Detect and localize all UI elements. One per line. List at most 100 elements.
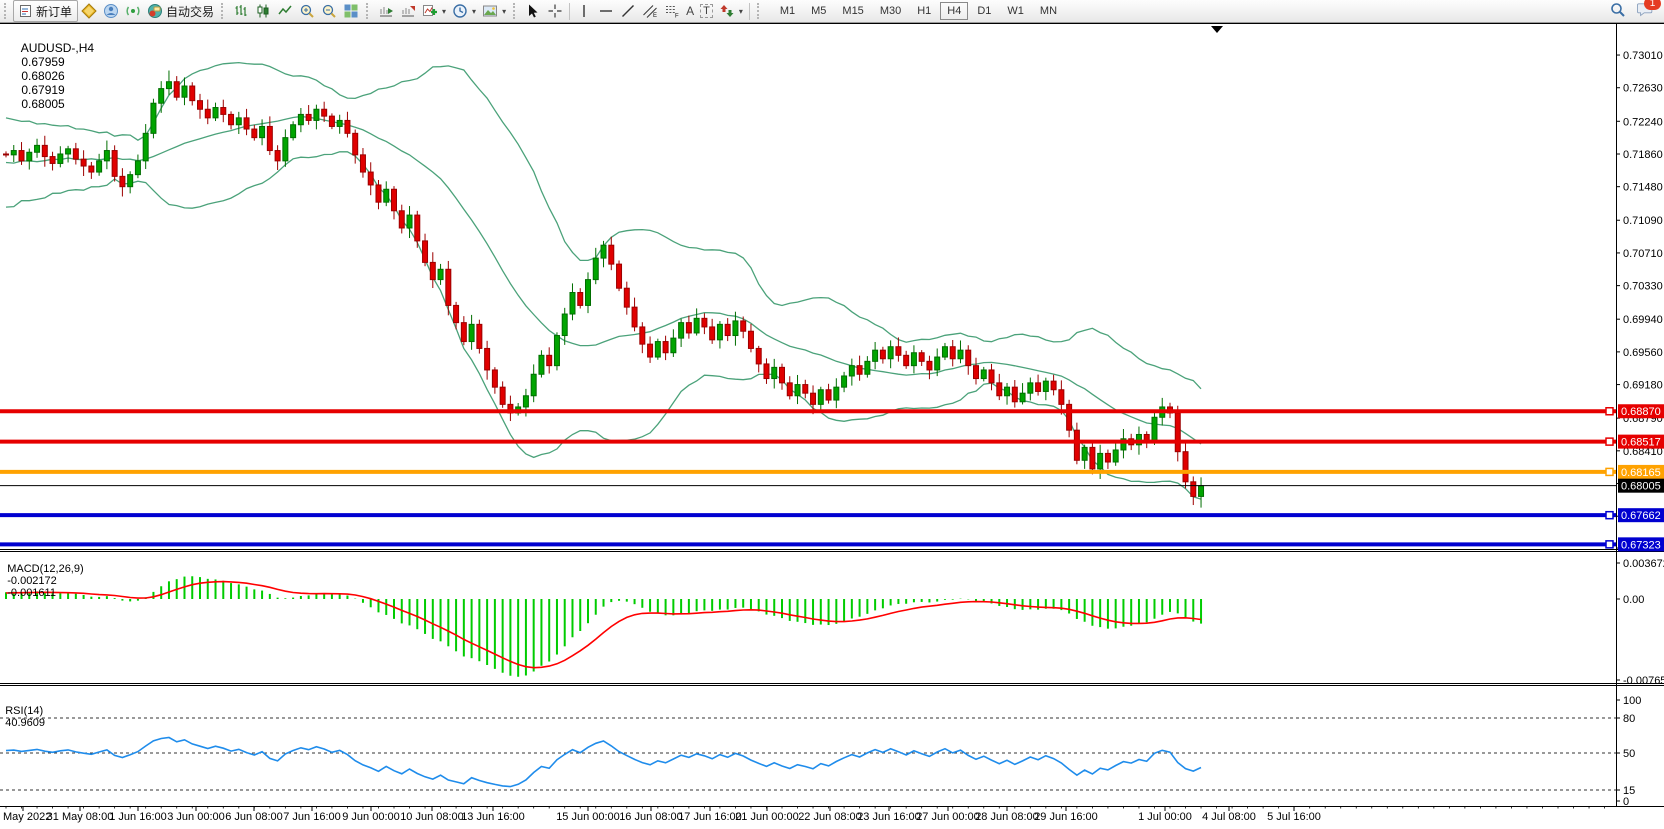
time-axis-label: 4 Jul 08:00 xyxy=(1202,811,1256,823)
toolbar-grip xyxy=(4,3,10,19)
text-label-tool-button[interactable]: T xyxy=(697,1,716,21)
new-order-button[interactable]: 新订单 xyxy=(13,0,79,22)
cursor-tool-button[interactable] xyxy=(522,1,544,21)
text-tool-button[interactable]: A xyxy=(683,1,697,21)
timeframe-button-D1[interactable]: D1 xyxy=(977,5,992,17)
notifications-button[interactable]: 1 xyxy=(1636,0,1661,21)
horizontal-line-tool-button[interactable] xyxy=(595,1,617,21)
timeframe-button-MN[interactable]: MN xyxy=(1039,5,1058,17)
chart-header: AUDUSD-,H4 0.67959 0.68026 0.67919 0.680… xyxy=(8,27,99,125)
time-axis-label: 7 Jun 16:00 xyxy=(283,811,341,823)
auto-scroll-button[interactable] xyxy=(375,1,397,21)
scroll-to-end-marker[interactable] xyxy=(1211,26,1223,33)
zoom-out-button[interactable] xyxy=(318,1,340,21)
arrows-tool-button[interactable]: ▾ xyxy=(716,1,746,21)
market-button[interactable] xyxy=(78,1,100,21)
candle xyxy=(150,102,157,134)
candle xyxy=(1190,481,1197,497)
candle xyxy=(779,366,785,384)
rsi-axis-label: 0 xyxy=(1623,796,1629,808)
candle xyxy=(608,244,615,265)
candle xyxy=(243,117,250,130)
indicators-button[interactable]: ▾ xyxy=(419,1,449,21)
search-icon[interactable] xyxy=(1610,2,1626,21)
candle xyxy=(522,395,529,408)
price-line-handle[interactable] xyxy=(1605,467,1614,477)
timeframe-button-M15[interactable]: M15 xyxy=(842,5,864,17)
zoom-out-icon xyxy=(321,3,337,19)
candle xyxy=(406,214,413,229)
price-line-handle[interactable] xyxy=(1605,437,1614,446)
timeframe-button-W1[interactable]: W1 xyxy=(1007,5,1024,17)
trendline-icon xyxy=(620,3,636,19)
candle xyxy=(965,349,972,367)
candle xyxy=(996,382,1003,397)
tile-windows-button[interactable] xyxy=(340,1,362,21)
timeframe-button-H4[interactable]: H4 xyxy=(940,2,969,20)
auto-trading-button[interactable]: 自动交易 xyxy=(144,1,217,21)
candle xyxy=(1066,403,1073,431)
timeframe-button-M1[interactable]: M1 xyxy=(779,5,796,17)
crosshair-tool-button[interactable] xyxy=(544,1,566,21)
line-chart-button[interactable] xyxy=(274,1,296,21)
rsi-name: RSI(14) xyxy=(5,705,44,717)
candle xyxy=(437,268,444,281)
zoom-in-button[interactable] xyxy=(296,1,318,21)
price-line-handle[interactable] xyxy=(1605,510,1614,520)
candle xyxy=(204,108,211,119)
rsi-value: 40.9609 xyxy=(5,717,45,729)
candle xyxy=(817,389,824,405)
candle xyxy=(1120,438,1127,451)
candlestick-chart-button[interactable] xyxy=(252,1,274,21)
timeframe-button-H1[interactable]: H1 xyxy=(917,5,932,17)
bar-chart-button[interactable] xyxy=(230,1,252,21)
price-line-handle[interactable] xyxy=(1605,406,1614,416)
macd-axis-label: 0.003672 xyxy=(1623,558,1664,570)
time-axis-label: 6 Jun 08:00 xyxy=(225,811,283,823)
timeframe-button-M5[interactable]: M5 xyxy=(811,5,827,17)
candle xyxy=(887,346,894,360)
chart-shift-button[interactable] xyxy=(397,1,419,21)
equidistant-channel-tool-button[interactable]: E xyxy=(639,1,661,21)
chevron-down-icon: ▾ xyxy=(442,6,447,16)
signal-button[interactable] xyxy=(122,1,144,21)
candle xyxy=(313,108,320,121)
candle xyxy=(685,322,692,334)
candle xyxy=(1104,452,1111,463)
candle xyxy=(592,257,599,281)
trendline-tool-button[interactable] xyxy=(617,1,639,21)
time-axis-label: 28 Jun 08:00 xyxy=(975,811,1039,823)
timeframe-button-M30[interactable]: M30 xyxy=(879,5,902,17)
candle xyxy=(476,323,483,349)
macd-axis-label: -0.007656 xyxy=(1623,675,1664,687)
candle xyxy=(359,154,366,173)
candle xyxy=(639,326,646,345)
candle xyxy=(553,335,560,367)
candle xyxy=(336,119,343,127)
community-button[interactable] xyxy=(100,1,122,21)
time-axis-label: 15 Jun 00:00 xyxy=(556,811,620,823)
candle xyxy=(165,81,172,90)
chart-high-value: 0.68026 xyxy=(21,69,65,83)
clock-icon xyxy=(452,3,468,19)
candle xyxy=(1182,451,1189,483)
templates-button[interactable]: ▾ xyxy=(479,1,509,21)
time-axis-label: 13 Jun 16:00 xyxy=(461,811,525,823)
periods-button[interactable]: ▾ xyxy=(449,1,479,21)
candle xyxy=(848,365,855,377)
candle xyxy=(949,346,956,360)
tile-windows-icon xyxy=(343,3,359,19)
vertical-line-tool-button[interactable] xyxy=(573,1,595,21)
candle xyxy=(623,287,630,308)
price-line-handle[interactable] xyxy=(1605,540,1614,549)
fibonacci-tool-button[interactable]: F xyxy=(661,1,683,21)
candle xyxy=(251,128,258,139)
chart-open-value: 0.67959 xyxy=(21,55,65,69)
candle xyxy=(484,347,491,371)
toolbar-separator xyxy=(569,2,571,20)
candle xyxy=(158,88,165,104)
indicators-icon xyxy=(422,3,438,19)
crosshair-icon xyxy=(547,3,563,19)
community-icon xyxy=(103,3,119,19)
